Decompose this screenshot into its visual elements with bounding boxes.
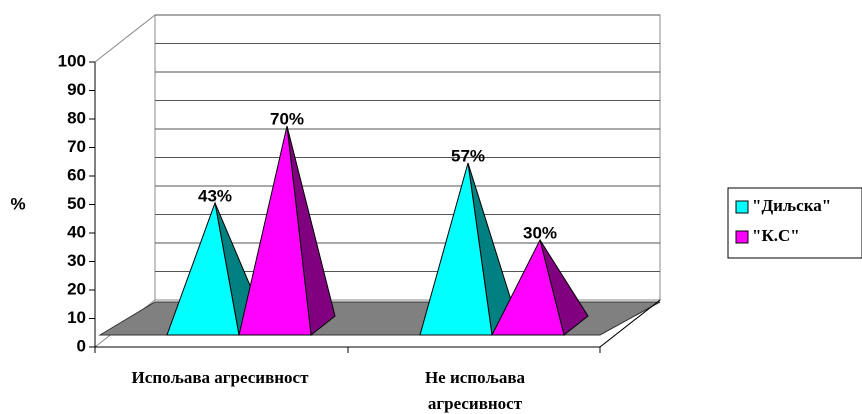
y-tick-label: 80 [67,108,86,127]
x-tick-label: Не испољава агресивност [424,368,526,413]
y-tick-label: 100 [58,51,86,70]
left-wall-top [94,14,156,63]
y-axis-label: % [10,194,25,213]
value-label: 30% [523,223,557,242]
legend-swatch [735,230,749,244]
y-tick-label: 20 [67,279,86,298]
pyramid-front [419,162,493,336]
pyramid [238,125,336,336]
legend-swatch [735,200,749,214]
y-tick-label: 70 [67,137,86,156]
y-tick-label: 50 [67,194,86,213]
value-label: 57% [451,147,485,166]
legend-box [727,187,862,259]
pyramid-front [238,125,312,336]
y-tick-label: 10 [67,308,86,327]
pyramid-front [491,238,565,336]
value-label: 70% [270,109,304,128]
y-tick-label: 30 [67,251,86,270]
y-tick-label: 40 [67,222,86,241]
x-tick-label: Испољава агресивност [131,368,309,387]
value-label: 43% [198,186,232,205]
legend-label: "К.С" [752,226,800,245]
y-tick-label: 0 [77,336,86,355]
pyramid-front [166,201,240,336]
legend-label: "Диљска" [752,196,831,215]
x-axis-depth [599,299,661,348]
pyramid [491,238,589,336]
y-tick-label: 90 [67,80,86,99]
y-tick-label: 60 [67,165,86,184]
